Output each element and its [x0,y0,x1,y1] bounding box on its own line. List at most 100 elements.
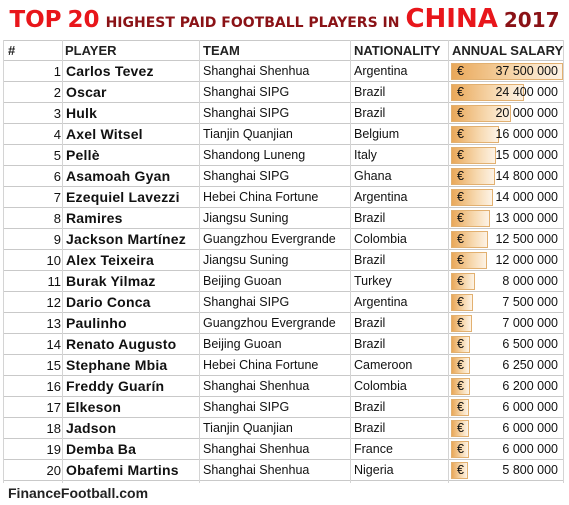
salary-cell: 12 500 000 [495,232,558,246]
player-cell: Carlos Tevez [66,63,154,79]
salary-bar [451,126,499,143]
player-cell: Burak Yilmaz [66,273,156,289]
header-team: TEAM [203,43,240,58]
salary-bar [451,378,470,395]
row-divider [3,459,563,460]
salary-cell: 37 500 000 [495,64,558,78]
salary-bar [451,105,511,122]
euro-symbol: € [457,442,464,456]
player-cell: Renato Augusto [66,336,177,352]
euro-symbol: € [457,463,464,477]
table-row: 15 Stephane Mbia Hebei China Fortune Camero… [0,355,569,376]
salary-cell: 14 800 000 [495,169,558,183]
nationality-cell: Turkey [354,274,392,288]
nationality-cell: Cameroon [354,358,413,372]
salary-cell: 12 000 000 [495,253,558,267]
team-cell: Beijing Guoan [203,274,282,288]
euro-symbol: € [457,274,464,288]
rank-cell: 19 [46,442,61,457]
salary-bar [451,462,468,479]
nationality-cell: Brazil [354,400,386,414]
rank-cell: 3 [53,106,61,121]
rank-cell: 14 [46,337,61,352]
table-row: 17 Elkeson Shanghai SIPG Brazil €6 000 000 [0,397,569,418]
row-divider [3,375,563,376]
nationality-cell: Argentina [354,295,408,309]
table-row: 18 Jadson Tianjin Quanjian Brazil €6 000 000 [0,418,569,439]
rank-cell: 10 [46,253,61,268]
salary-cell: 7 000 000 [502,316,558,330]
row-divider [3,291,563,292]
team-cell: Hebei China Fortune [203,190,319,204]
column-divider [350,40,351,483]
rank-cell: 7 [53,190,61,205]
table-row: 14 Renato Augusto Beijing Guoan Brazil €6 50… [0,334,569,355]
salary-bar [451,441,469,458]
rank-cell: 12 [46,295,61,310]
salary-cell: 6 250 000 [502,358,558,372]
player-cell: Obafemi Martins [66,462,179,478]
salary-bar [451,399,469,416]
table-header: # PLAYER TEAM NATIONALITY ANNUAL SALARY [0,40,569,60]
table-row: 11 Burak Yilmaz Beijing Guoan Turkey €8 000 … [0,271,569,292]
nationality-cell: Brazil [354,253,386,267]
salary-cell: 6 000 000 [502,421,558,435]
row-divider [3,396,563,397]
team-cell: Shanghai SIPG [203,106,290,120]
euro-symbol: € [457,400,464,414]
row-divider [3,438,563,439]
rank-cell: 9 [53,232,61,247]
salary-bar [451,294,473,311]
euro-symbol: € [457,169,464,183]
team-cell: Shanghai Shenhua [203,379,310,393]
salary-cell: 24 400 000 [495,85,558,99]
nationality-cell: Nigeria [354,463,394,477]
row-divider [3,186,563,187]
team-cell: Tianjin Quanjian [203,127,293,141]
salary-cell: 6 000 000 [502,442,558,456]
player-cell: Stephane Mbia [66,357,168,373]
column-divider [199,40,200,483]
header-salary: ANNUAL SALARY [452,43,564,58]
player-cell: Ramires [66,210,123,226]
rank-cell: 2 [53,85,61,100]
column-divider [3,40,4,483]
salary-cell: 16 000 000 [495,127,558,141]
salary-bar [451,63,563,80]
salary-cell: 7 500 000 [502,295,558,309]
player-cell: Ezequiel Lavezzi [66,189,180,205]
player-cell: Jackson Martínez [66,231,186,247]
euro-symbol: € [457,148,464,162]
row-divider [3,144,563,145]
salary-bar [451,168,495,185]
row-divider [3,333,563,334]
rank-cell: 11 [47,274,62,289]
player-cell: Hulk [66,105,98,121]
header-rank: # [8,43,16,58]
team-cell: Beijing Guoan [203,337,282,351]
row-divider [3,417,563,418]
salary-bar [451,336,470,353]
table-row: 13 Paulinho Guangzhou Evergrande Brazil €7 0… [0,313,569,334]
salary-bar [451,273,475,290]
team-cell: Shanghai SIPG [203,400,290,414]
team-cell: Shanghai SIPG [203,295,290,309]
salary-bar [451,84,524,101]
row-divider [3,60,563,61]
rank-cell: 1 [53,64,61,79]
team-cell: Hebei China Fortune [203,358,319,372]
column-divider [448,40,449,483]
euro-symbol: € [457,64,464,78]
row-divider [3,102,563,103]
table-row: 5 Pellè Shandong Luneng Italy €15 000 000 [0,145,569,166]
nationality-cell: Brazil [354,106,386,120]
salary-cell: 13 000 000 [495,211,558,225]
rank-cell: 4 [53,127,61,142]
euro-symbol: € [457,253,464,267]
euro-symbol: € [457,211,464,225]
rank-cell: 20 [46,463,61,478]
rank-cell: 16 [46,379,61,394]
salary-cell: 8 000 000 [502,274,558,288]
table-row: 2 Oscar Shanghai SIPG Brazil €24 400 000 [0,82,569,103]
